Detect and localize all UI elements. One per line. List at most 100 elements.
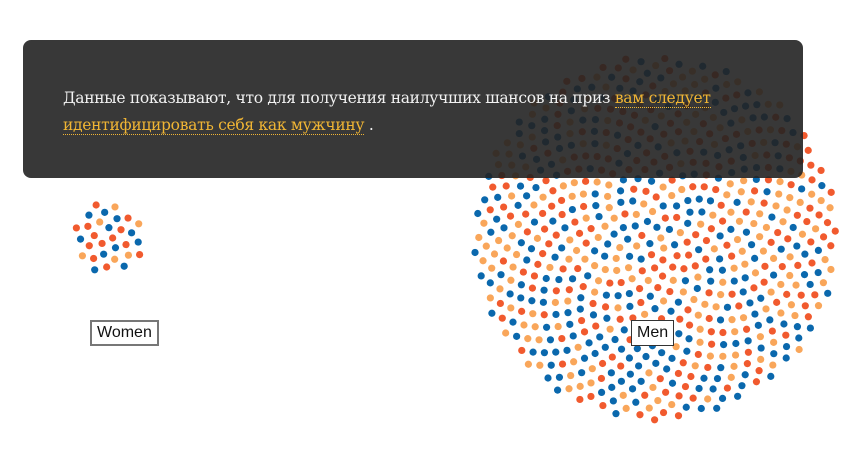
- men-dot: [502, 329, 510, 337]
- men-dot: [717, 291, 725, 299]
- men-dot: [798, 230, 807, 238]
- men-dot: [523, 256, 531, 264]
- men-dot: [513, 332, 521, 340]
- men-dot: [651, 264, 659, 272]
- men-dot: [739, 314, 748, 322]
- men-dot: [566, 320, 574, 328]
- men-dot: [601, 222, 609, 230]
- women-dot: [78, 252, 87, 260]
- men-dot: [731, 328, 739, 336]
- men-dot: [498, 314, 506, 322]
- men-dot: [672, 343, 680, 351]
- men-dot: [544, 374, 552, 382]
- men-dot: [668, 354, 676, 362]
- men-dot: [647, 251, 656, 259]
- men-dot: [506, 290, 514, 298]
- men-dot: [621, 210, 629, 218]
- women-dot: [90, 231, 98, 240]
- men-dot: [565, 255, 573, 263]
- men-dot: [584, 272, 592, 280]
- women-dot: [120, 262, 128, 270]
- men-dot: [743, 360, 751, 368]
- men-dot: [764, 176, 773, 184]
- men-dot: [558, 360, 567, 368]
- men-dot: [540, 225, 549, 233]
- men-dot: [588, 365, 596, 373]
- men-dot: [769, 254, 778, 262]
- men-dot: [679, 288, 687, 296]
- men-dot: [608, 383, 616, 391]
- women-label: Women: [90, 320, 159, 346]
- men-dot: [783, 206, 791, 214]
- men-dot: [767, 372, 775, 380]
- men-dot: [789, 223, 797, 232]
- men-dot: [681, 382, 690, 391]
- men-dot: [654, 396, 662, 405]
- men-dot: [616, 187, 625, 195]
- men-dot: [682, 403, 690, 411]
- women-dot: [90, 254, 98, 263]
- men-dot: [509, 263, 517, 271]
- men-dot: [718, 394, 727, 402]
- men-dot: [540, 349, 549, 357]
- women-dot: [96, 218, 104, 226]
- men-dot: [522, 210, 530, 218]
- men-dot: [619, 176, 628, 184]
- men-dot: [702, 236, 711, 245]
- men-dot: [585, 339, 593, 347]
- men-dot: [668, 176, 676, 184]
- men-dot: [786, 271, 794, 280]
- men-dot: [742, 325, 751, 333]
- men-dot: [751, 310, 759, 318]
- men-dot: [528, 284, 537, 292]
- men-dot: [524, 335, 532, 343]
- men-dot: [775, 190, 783, 198]
- men-dot: [570, 358, 578, 366]
- men-dot: [587, 225, 595, 233]
- men-dot: [486, 294, 494, 302]
- men-dot: [747, 198, 755, 206]
- men-dot: [757, 355, 765, 363]
- men-dot: [612, 410, 620, 418]
- men-dot: [755, 367, 763, 375]
- men-dot: [691, 362, 699, 370]
- men-dot: [474, 209, 482, 218]
- women-dot: [122, 240, 130, 249]
- men-dot: [740, 177, 748, 185]
- men-dot: [770, 338, 778, 346]
- men-dot: [579, 283, 587, 291]
- men-dot: [551, 253, 559, 261]
- men-dot: [566, 236, 574, 244]
- men-dot: [744, 337, 752, 345]
- men-dot: [616, 243, 624, 252]
- men-dot: [712, 303, 720, 311]
- men-dot: [581, 255, 589, 263]
- women-dot: [127, 229, 136, 237]
- men-dot: [653, 223, 661, 231]
- men-dot: [713, 374, 722, 383]
- men-dot: [540, 311, 548, 319]
- men-dot: [700, 183, 708, 191]
- men-dot: [523, 192, 531, 200]
- men-dot: [582, 177, 590, 185]
- men-dot: [701, 300, 709, 308]
- men-dot: [601, 303, 610, 311]
- men-dot: [669, 263, 677, 271]
- men-dot: [685, 321, 694, 329]
- men-dot: [732, 339, 740, 348]
- women-dot: [111, 244, 120, 252]
- men-dot: [589, 311, 598, 319]
- men-dot: [827, 265, 835, 274]
- men-dot: [539, 298, 547, 306]
- tooltip-link[interactable]: вам следует идентифицировать себя как му…: [63, 89, 711, 135]
- men-dot: [592, 202, 600, 210]
- men-dot: [572, 246, 581, 255]
- men-dot: [806, 280, 814, 289]
- men-dot: [602, 291, 611, 299]
- men-dot: [495, 236, 503, 245]
- men-dot: [539, 209, 547, 218]
- men-dot: [587, 379, 595, 387]
- men-dot: [704, 395, 712, 403]
- men-dot: [807, 238, 815, 246]
- men-dot: [657, 234, 665, 242]
